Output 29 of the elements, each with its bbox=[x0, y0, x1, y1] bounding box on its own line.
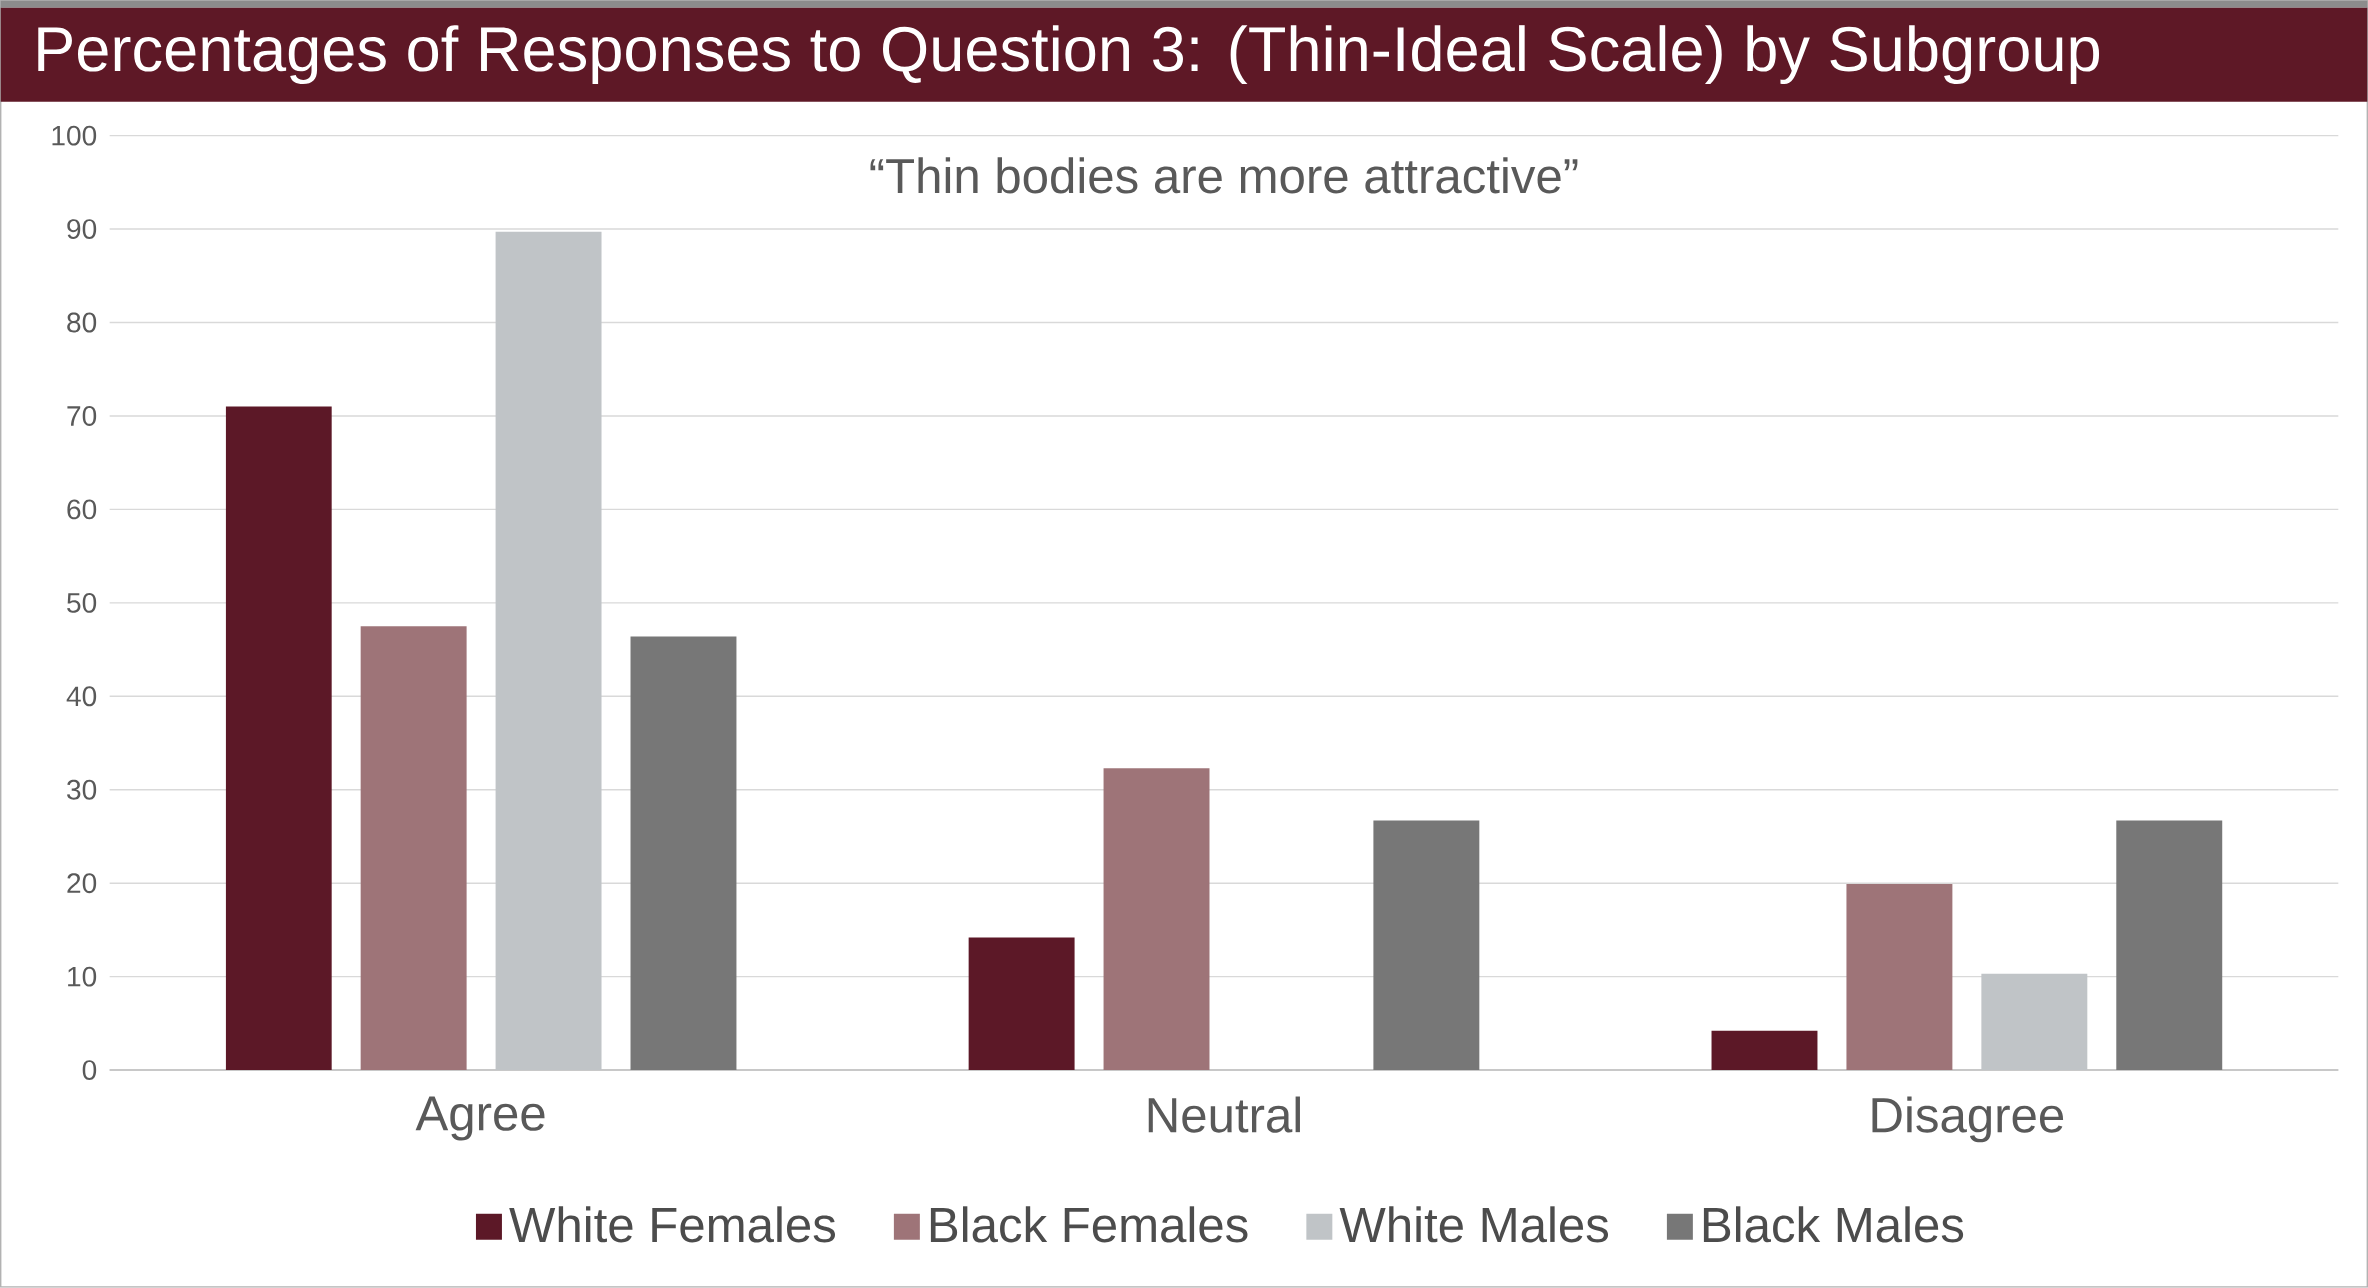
chart-title: Percentages of Responses to Question 3: (Thin-Ideal Scale) by Subgroup bbox=[38, 25, 2100, 85]
bar bbox=[1846, 884, 1953, 1071]
legend-label: White Males bbox=[1339, 1206, 1609, 1243]
chart-subtitle: “Thin bodies are more attractive” bbox=[870, 157, 1578, 194]
x-tick-label: Neutral bbox=[1148, 1096, 1300, 1133]
legend-label: Black Females bbox=[930, 1206, 1248, 1243]
bar bbox=[968, 937, 1075, 1071]
bar bbox=[630, 636, 737, 1071]
y-tick-label: 40 bbox=[66, 686, 97, 707]
bar bbox=[225, 406, 332, 1071]
y-tick-label: 80 bbox=[67, 312, 97, 333]
y-tick-label: 50 bbox=[67, 593, 97, 613]
bar bbox=[2116, 820, 2223, 1071]
y-tick-label: 20 bbox=[67, 873, 97, 894]
y-tick-label: 10 bbox=[68, 966, 97, 987]
y-tick-label: 70 bbox=[67, 406, 97, 427]
bar bbox=[360, 626, 467, 1071]
bar bbox=[1373, 820, 1480, 1071]
x-tick-label: Disagree bbox=[1872, 1096, 2064, 1143]
bar bbox=[1711, 1031, 1818, 1071]
legend-label: Black Males bbox=[1703, 1206, 1964, 1243]
x-tick-label: Agree bbox=[415, 1096, 545, 1141]
y-tick-label: 30 bbox=[67, 779, 97, 800]
legend-label: White Females bbox=[509, 1206, 836, 1243]
bar bbox=[1103, 768, 1210, 1071]
y-tick-label: 0 bbox=[82, 1060, 97, 1081]
y-tick-label: 90 bbox=[67, 219, 97, 240]
y-tick-label: 100 bbox=[52, 125, 97, 146]
y-tick-label: 60 bbox=[67, 499, 97, 520]
